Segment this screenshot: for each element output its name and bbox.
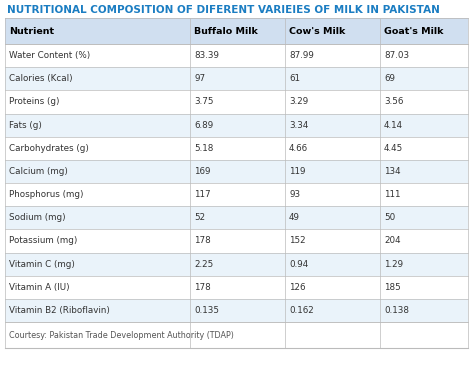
Bar bbox=[5, 90, 468, 113]
Text: Fats (g): Fats (g) bbox=[9, 121, 42, 130]
Text: Goat's Milk: Goat's Milk bbox=[384, 26, 444, 35]
Text: 111: 111 bbox=[384, 190, 401, 199]
Text: 0.162: 0.162 bbox=[289, 306, 314, 315]
Text: 169: 169 bbox=[194, 167, 210, 176]
Bar bbox=[5, 44, 468, 67]
Text: Vitamin B2 (Riboflavin): Vitamin B2 (Riboflavin) bbox=[9, 306, 110, 315]
Text: 3.75: 3.75 bbox=[194, 98, 214, 106]
Text: 178: 178 bbox=[194, 236, 211, 245]
Text: Phosphorus (mg): Phosphorus (mg) bbox=[9, 190, 84, 199]
Text: 152: 152 bbox=[289, 236, 306, 245]
Text: Proteins (g): Proteins (g) bbox=[9, 98, 60, 106]
Text: 3.56: 3.56 bbox=[384, 98, 403, 106]
Text: 1.29: 1.29 bbox=[384, 259, 403, 269]
Text: Water Content (%): Water Content (%) bbox=[9, 51, 90, 60]
Text: 2.25: 2.25 bbox=[194, 259, 213, 269]
Text: 134: 134 bbox=[384, 167, 401, 176]
Text: NUTRITIONAL COMPOSITION OF DIFERENT VARIEIES OF MILK IN PAKISTAN: NUTRITIONAL COMPOSITION OF DIFERENT VARI… bbox=[7, 5, 440, 15]
Text: 50: 50 bbox=[384, 213, 395, 222]
Text: Vitamin A (IU): Vitamin A (IU) bbox=[9, 283, 70, 292]
Bar bbox=[5, 322, 468, 348]
Text: 0.138: 0.138 bbox=[384, 306, 409, 315]
Text: 4.45: 4.45 bbox=[384, 144, 403, 153]
Text: 49: 49 bbox=[289, 213, 300, 222]
Text: 87.03: 87.03 bbox=[384, 51, 409, 60]
Text: 3.34: 3.34 bbox=[289, 121, 308, 130]
Text: 185: 185 bbox=[384, 283, 401, 292]
Text: Calcium (mg): Calcium (mg) bbox=[9, 167, 68, 176]
Text: 69: 69 bbox=[384, 74, 395, 83]
Bar bbox=[5, 229, 468, 252]
Bar bbox=[5, 276, 468, 299]
Text: 178: 178 bbox=[194, 283, 211, 292]
Text: 204: 204 bbox=[384, 236, 401, 245]
Bar bbox=[5, 137, 468, 160]
Bar bbox=[5, 67, 468, 90]
Bar bbox=[5, 252, 468, 276]
Text: Nutrient: Nutrient bbox=[9, 26, 54, 35]
Bar bbox=[5, 113, 468, 137]
Text: 52: 52 bbox=[194, 213, 205, 222]
Text: 0.135: 0.135 bbox=[194, 306, 219, 315]
Text: 93: 93 bbox=[289, 190, 300, 199]
Text: Courtesy: Pakistan Trade Development Authority (TDAP): Courtesy: Pakistan Trade Development Aut… bbox=[9, 330, 234, 340]
Text: 83.39: 83.39 bbox=[194, 51, 219, 60]
Text: Cow's Milk: Cow's Milk bbox=[289, 26, 345, 35]
Text: 4.14: 4.14 bbox=[384, 121, 403, 130]
Text: Carbohydrates (g): Carbohydrates (g) bbox=[9, 144, 89, 153]
Text: Vitamin C (mg): Vitamin C (mg) bbox=[9, 259, 75, 269]
Text: Calories (Kcal): Calories (Kcal) bbox=[9, 74, 73, 83]
Bar bbox=[5, 183, 468, 206]
Text: 97: 97 bbox=[194, 74, 205, 83]
Text: 119: 119 bbox=[289, 167, 306, 176]
Text: 0.94: 0.94 bbox=[289, 259, 308, 269]
Bar bbox=[5, 299, 468, 322]
Text: 126: 126 bbox=[289, 283, 306, 292]
Bar bbox=[5, 18, 468, 44]
Text: 87.99: 87.99 bbox=[289, 51, 314, 60]
Text: 117: 117 bbox=[194, 190, 211, 199]
Text: 5.18: 5.18 bbox=[194, 144, 214, 153]
Text: Potassium (mg): Potassium (mg) bbox=[9, 236, 78, 245]
Bar bbox=[5, 160, 468, 183]
Text: Buffalo Milk: Buffalo Milk bbox=[194, 26, 258, 35]
Text: 6.89: 6.89 bbox=[194, 121, 213, 130]
Text: 61: 61 bbox=[289, 74, 300, 83]
Text: Sodium (mg): Sodium (mg) bbox=[9, 213, 66, 222]
Text: 3.29: 3.29 bbox=[289, 98, 308, 106]
Text: 4.66: 4.66 bbox=[289, 144, 308, 153]
Bar bbox=[5, 206, 468, 229]
